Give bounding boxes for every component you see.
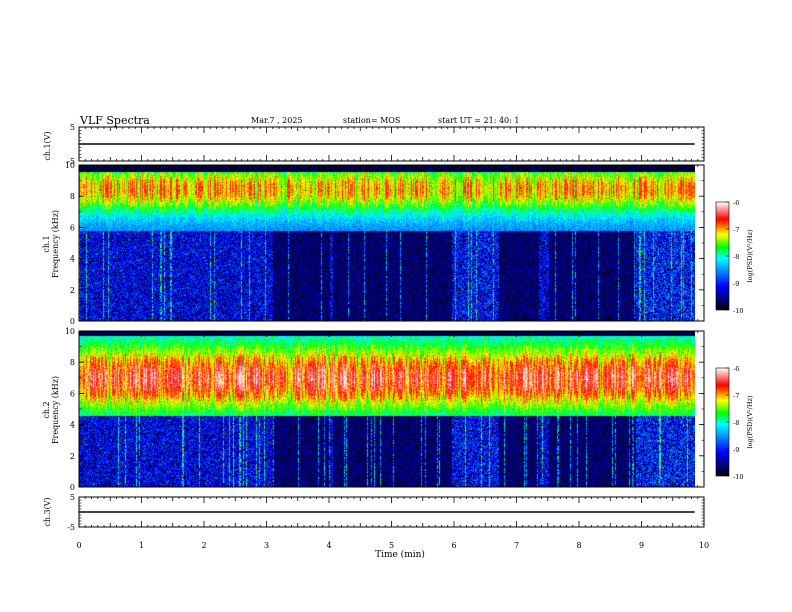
start-time-label: start UT = 21: 40: 1: [438, 116, 519, 125]
ch1-voltage-ytick-label: 5: [70, 123, 75, 132]
ch3-voltage-ylabel: ch.3(V): [43, 497, 52, 526]
ch1-spectrogram-ytick-label: 0: [70, 317, 75, 326]
time-tick-label: 1: [139, 541, 144, 550]
ch1-colorbar: -6 -7 -8 -9 -10 log(PSD)(V²/Hz): [715, 199, 754, 315]
colorbar-tick-label: -8: [733, 253, 739, 261]
time-tick-label: 2: [201, 541, 206, 550]
figure-title: VLF Spectra: [79, 114, 150, 127]
ch1-spectrogram-image: [79, 165, 695, 321]
ch1-ylabel-channel: ch.1: [42, 235, 51, 252]
ch3-voltage-ytick-label: -5: [67, 523, 75, 532]
ch2-spectrogram-ylabel: ch.2 Frequency (kHz): [42, 376, 60, 444]
colorbar-tick-label: -9: [733, 446, 739, 454]
time-tick-label: 8: [576, 541, 581, 550]
ch1-spectrogram-ylabel: ch.1 Frequency (kHz): [42, 210, 60, 278]
colorbar-tick-label: -6: [733, 365, 739, 373]
ch1-voltage-panel: 5 -5: [67, 123, 705, 166]
time-tick-label: 6: [451, 541, 456, 550]
ch1-voltage-ytick-label: -5: [67, 157, 75, 166]
ch1-voltage-ylabel: ch.1(V): [43, 131, 52, 160]
colorbar-tick-label: -10: [733, 307, 743, 315]
time-axis: 0 1 2 3 4 5 6 7 8 9 10: [76, 541, 709, 550]
ch2-ylabel-channel: ch.2: [42, 401, 51, 418]
ch1-spectrogram-ytick-label: 2: [70, 286, 75, 295]
colorbar-tick-label: -8: [733, 419, 739, 427]
ch2-ylabel-frequency: Frequency (kHz): [51, 376, 60, 444]
time-tick-label: 3: [264, 541, 269, 550]
ch1-spectrogram-panel: 10 8 6 4 2 0: [65, 161, 705, 326]
ch2-colorbar: -6 -7 -8 -9 -10 log(PSD)(V²/Hz): [715, 365, 754, 481]
colorbar-tick-label: -7: [733, 226, 739, 234]
time-tick-label: 0: [76, 541, 81, 550]
ch3-voltage-panel: 5 -5: [67, 493, 705, 532]
ch2-spectrogram-ytick-label: 8: [70, 358, 75, 367]
ch2-spectrogram-ytick-label: 0: [70, 483, 75, 492]
time-tick-label: 9: [639, 541, 644, 550]
ch2-spectrogram-ytick-label: 4: [70, 421, 75, 430]
colorbar-tick-label: -7: [733, 392, 739, 400]
time-tick-label: 4: [326, 541, 331, 550]
date-label: Mar.7 , 2025: [251, 116, 303, 125]
time-tick-label: 10: [699, 541, 709, 550]
time-tick-label: 5: [389, 541, 394, 550]
ch1-spectrogram-ytick-label: 6: [70, 223, 75, 232]
colorbar-label: log(PSD)(V²/Hz): [746, 395, 754, 448]
time-axis-label: Time (min): [375, 549, 425, 560]
colorbar-tick-label: -9: [733, 280, 739, 288]
ch1-ylabel-frequency: Frequency (kHz): [51, 210, 60, 278]
ch1-spectrogram-ytick-label: 10: [65, 161, 75, 170]
ch2-spectrogram-ytick-label: 2: [70, 452, 75, 461]
colorbar-label: log(PSD)(V²/Hz): [746, 229, 754, 282]
station-label: station= MOS: [343, 116, 400, 125]
colorbar-tick-label: -10: [733, 473, 743, 481]
colorbar-tick-label: -6: [733, 199, 739, 207]
time-tick-label: 7: [514, 541, 519, 550]
ch1-spectrogram-ytick-label: 4: [70, 255, 75, 264]
ch1-spectrogram-ytick-label: 8: [70, 192, 75, 201]
ch3-voltage-ytick-label: 5: [70, 493, 75, 502]
ch2-spectrogram-ytick-label: 6: [70, 389, 75, 398]
ch2-spectrogram-ytick-label: 10: [65, 327, 75, 336]
ch2-spectrogram-image: [79, 331, 695, 487]
ch2-spectrogram-panel: 10 8 6 4 2 0: [65, 327, 705, 492]
